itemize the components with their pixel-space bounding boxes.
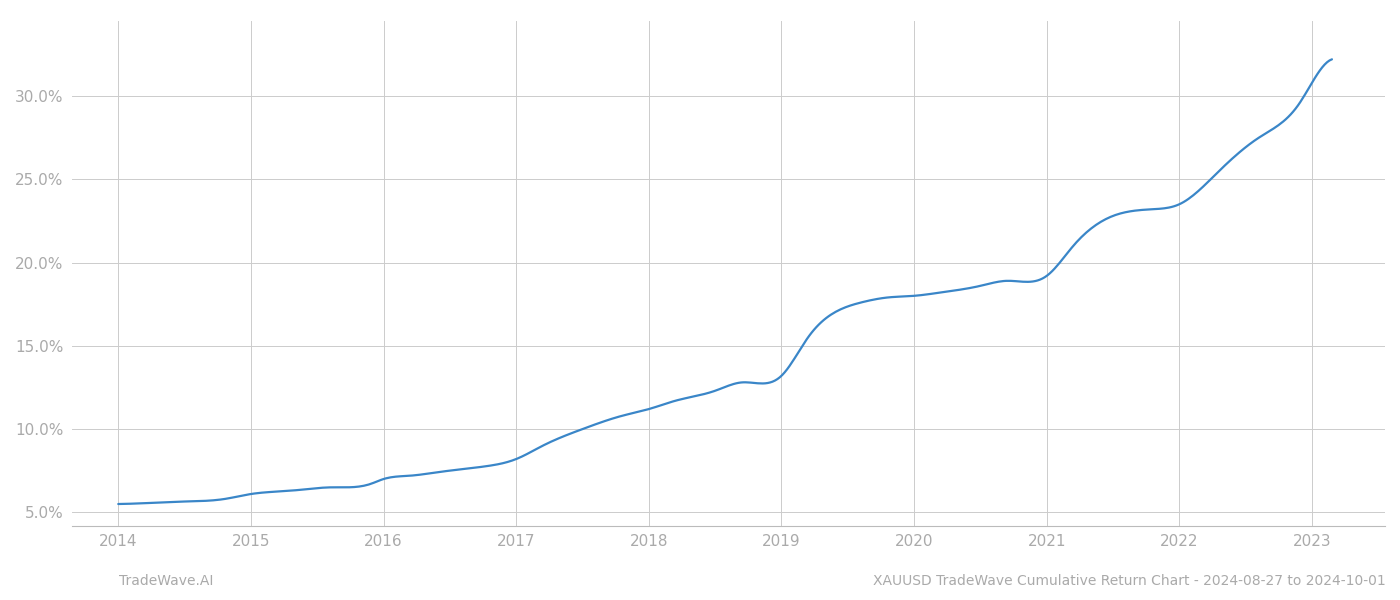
Text: XAUUSD TradeWave Cumulative Return Chart - 2024-08-27 to 2024-10-01: XAUUSD TradeWave Cumulative Return Chart… bbox=[874, 574, 1386, 588]
Text: TradeWave.AI: TradeWave.AI bbox=[119, 574, 213, 588]
